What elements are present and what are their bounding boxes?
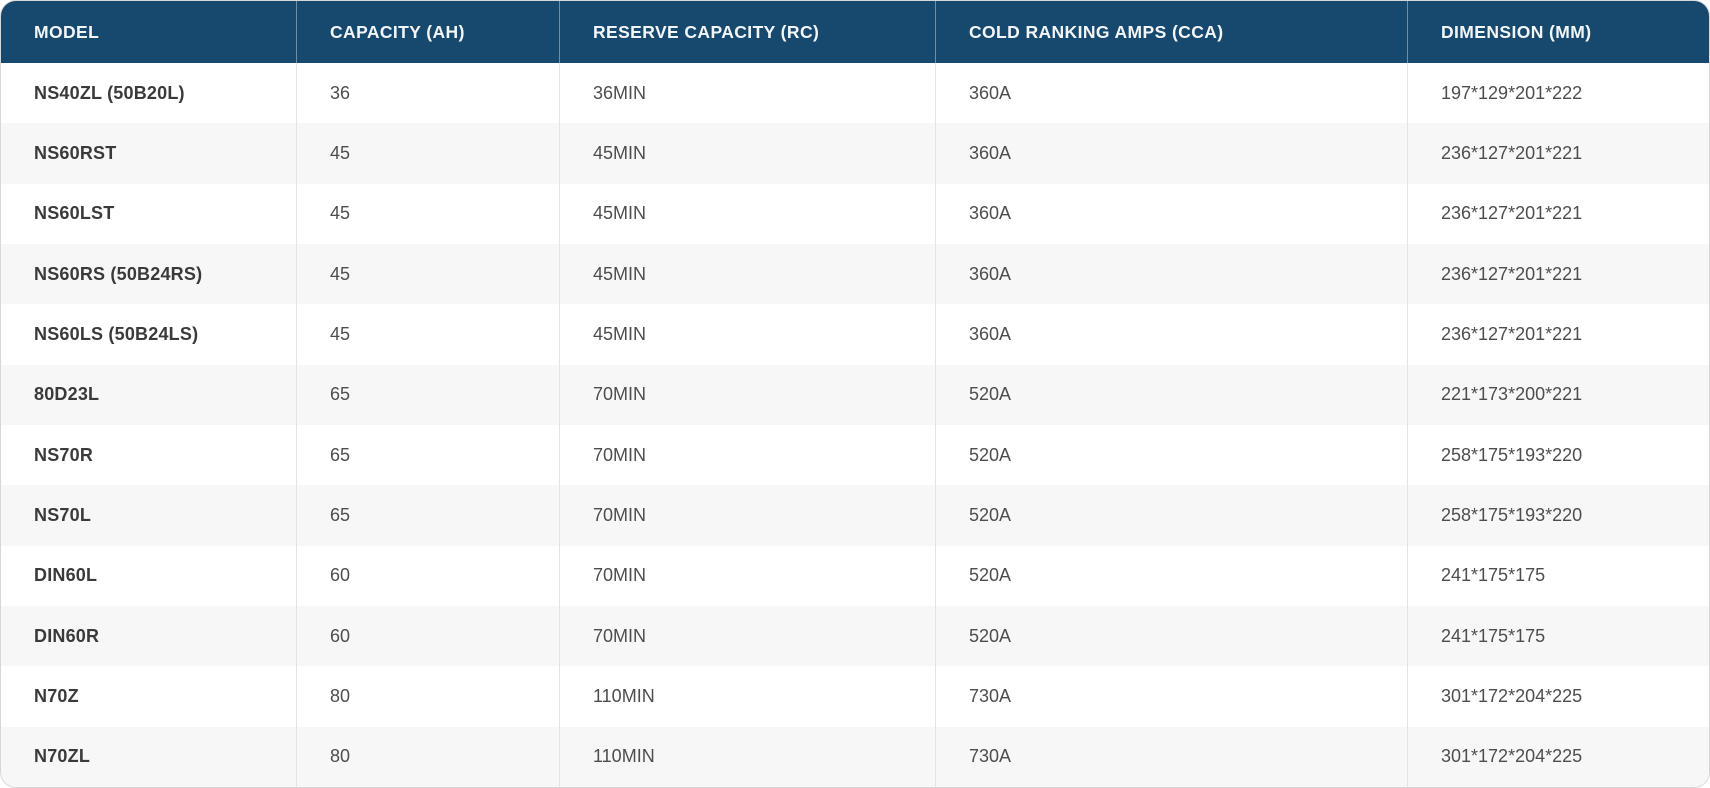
cell-cca: 360A xyxy=(935,123,1407,184)
table-row: NS60LS (50B24LS) 45 45MIN 360A 236*127*2… xyxy=(1,304,1709,365)
cell-model: NS60LS (50B24LS) xyxy=(34,323,199,344)
table-row: DIN60L 60 70MIN 520A 241*175*175 xyxy=(1,545,1709,606)
cell-reserve-capacity: 45MIN xyxy=(559,243,935,305)
cell-dimension: 258*175*193*220 xyxy=(1407,485,1709,546)
cell-capacity: 45 xyxy=(296,243,559,305)
cell-dimension: 236*127*201*221 xyxy=(1407,123,1709,184)
cell-dimension: 236*127*201*221 xyxy=(1407,304,1709,365)
cell-cca: 360A xyxy=(935,63,1407,124)
cell-capacity: 80 xyxy=(296,666,559,727)
cell-dimension: 197*129*201*222 xyxy=(1407,63,1709,124)
cell-capacity: 65 xyxy=(296,424,559,486)
cell-capacity: 45 xyxy=(296,304,559,365)
cell-model: NS70L xyxy=(34,504,92,525)
cell-reserve-capacity: 70MIN xyxy=(559,605,935,667)
cell-dimension: 236*127*201*221 xyxy=(1407,243,1709,305)
cell-reserve-capacity: 70MIN xyxy=(559,545,935,606)
cell-model: N70Z xyxy=(34,685,79,706)
cell-capacity: 45 xyxy=(296,183,559,244)
cell-reserve-capacity: 70MIN xyxy=(559,485,935,546)
table-row: NS70R 65 70MIN 520A 258*175*193*220 xyxy=(1,424,1709,486)
cell-dimension: 241*175*175 xyxy=(1407,605,1709,667)
cell-reserve-capacity: 45MIN xyxy=(559,183,935,244)
cell-cca: 520A xyxy=(935,424,1407,486)
cell-reserve-capacity: 36MIN xyxy=(559,63,935,124)
table-row: NS70L 65 70MIN 520A 258*175*193*220 xyxy=(1,485,1709,546)
cell-model: 80D23L xyxy=(34,384,100,405)
cell-cca: 360A xyxy=(935,304,1407,365)
cell-reserve-capacity: 70MIN xyxy=(559,424,935,486)
cell-model: DIN60R xyxy=(34,625,100,646)
cell-reserve-capacity: 110MIN xyxy=(559,666,935,727)
cell-reserve-capacity: 45MIN xyxy=(559,304,935,365)
cell-model: NS60LST xyxy=(34,203,115,224)
cell-cca: 520A xyxy=(935,485,1407,546)
cell-model: NS60RST xyxy=(34,142,117,163)
cell-cca: 730A xyxy=(935,726,1407,787)
column-header-model: MODEL xyxy=(34,21,100,42)
cell-dimension: 301*172*204*225 xyxy=(1407,666,1709,727)
table-row: NS60LST 45 45MIN 360A 236*127*201*221 xyxy=(1,183,1709,244)
cell-dimension: 221*173*200*221 xyxy=(1407,364,1709,425)
table-row: N70ZL 80 110MIN 730A 301*172*204*225 xyxy=(1,726,1709,787)
table-row: NS40ZL (50B20L) 36 36MIN 360A 197*129*20… xyxy=(1,63,1709,124)
cell-capacity: 36 xyxy=(296,63,559,124)
cell-reserve-capacity: 70MIN xyxy=(559,364,935,425)
cell-capacity: 60 xyxy=(296,605,559,667)
column-header-capacity: CAPACITY (AH) xyxy=(296,1,559,63)
cell-reserve-capacity: 45MIN xyxy=(559,123,935,184)
table-row: DIN60R 60 70MIN 520A 241*175*175 xyxy=(1,605,1709,667)
cell-reserve-capacity: 110MIN xyxy=(559,726,935,787)
cell-capacity: 60 xyxy=(296,545,559,606)
column-header-reserve-capacity: RESERVE CAPACITY (RC) xyxy=(559,1,935,63)
cell-model: NS60RS (50B24RS) xyxy=(34,263,203,284)
table-header-row: MODEL CAPACITY (AH) RESERVE CAPACITY (RC… xyxy=(1,1,1709,63)
cell-cca: 360A xyxy=(935,183,1407,244)
cell-dimension: 236*127*201*221 xyxy=(1407,183,1709,244)
cell-cca: 360A xyxy=(935,243,1407,305)
cell-model: N70ZL xyxy=(34,746,91,767)
cell-capacity: 80 xyxy=(296,726,559,787)
cell-dimension: 241*175*175 xyxy=(1407,545,1709,606)
cell-cca: 520A xyxy=(935,364,1407,425)
cell-model: DIN60L xyxy=(34,565,98,586)
cell-cca: 520A xyxy=(935,605,1407,667)
cell-model: NS40ZL (50B20L) xyxy=(34,82,185,103)
table-row: NS60RST 45 45MIN 360A 236*127*201*221 xyxy=(1,123,1709,184)
cell-dimension: 301*172*204*225 xyxy=(1407,726,1709,787)
cell-dimension: 258*175*193*220 xyxy=(1407,424,1709,486)
table-body: NS40ZL (50B20L) 36 36MIN 360A 197*129*20… xyxy=(1,63,1709,787)
cell-capacity: 65 xyxy=(296,485,559,546)
table-row: 80D23L 65 70MIN 520A 221*173*200*221 xyxy=(1,364,1709,425)
table-row: NS60RS (50B24RS) 45 45MIN 360A 236*127*2… xyxy=(1,243,1709,305)
column-header-cca: COLD RANKING AMPS (CCA) xyxy=(935,1,1407,63)
cell-cca: 520A xyxy=(935,545,1407,606)
cell-cca: 730A xyxy=(935,666,1407,727)
column-header-dimension: DIMENSION (MM) xyxy=(1407,1,1709,63)
cell-model: NS70R xyxy=(34,444,94,465)
cell-capacity: 45 xyxy=(296,123,559,184)
table-row: N70Z 80 110MIN 730A 301*172*204*225 xyxy=(1,666,1709,727)
cell-capacity: 65 xyxy=(296,364,559,425)
